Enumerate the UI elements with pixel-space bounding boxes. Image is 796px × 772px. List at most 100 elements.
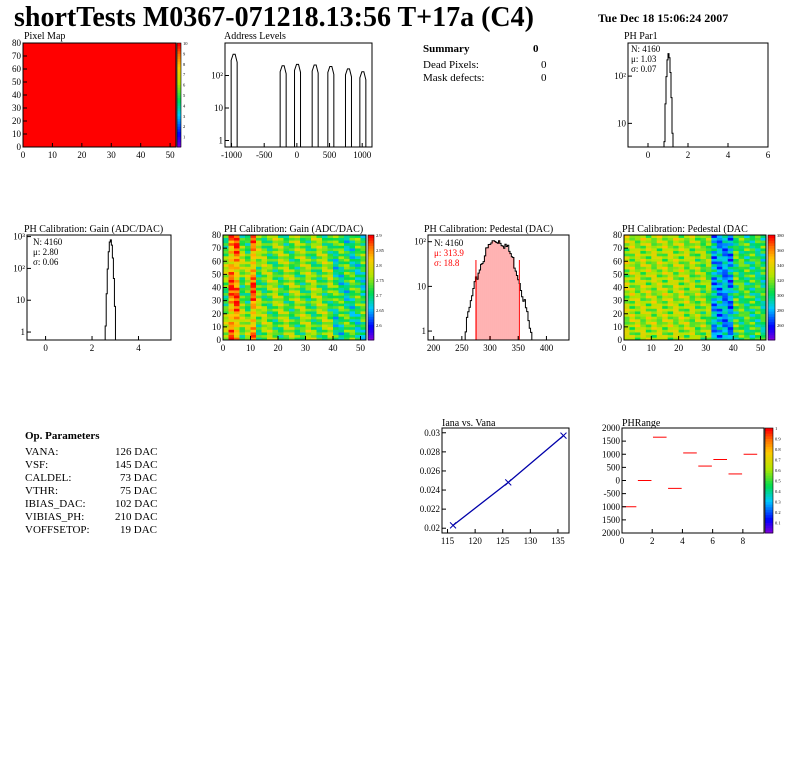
color-scale-label: 2.9 (376, 233, 382, 238)
heatmap-cell (228, 295, 235, 299)
heatmap-cell (338, 295, 345, 299)
heatmap-cell (278, 266, 284, 270)
heatmap-cell (673, 248, 679, 252)
heatmap-cell (662, 295, 668, 299)
heatmap-cell (355, 261, 361, 265)
color-scale-cell (368, 240, 374, 244)
heatmap-cell (223, 300, 229, 304)
heatmap-cell (234, 248, 240, 252)
heatmap-cell (651, 248, 658, 252)
heatmap-cell (716, 308, 723, 312)
iana-vana-point (449, 522, 457, 529)
heatmap-cell (289, 292, 295, 296)
color-scale-cell (765, 527, 773, 531)
x-tick-label: 120 (468, 536, 482, 546)
heatmap-cell (223, 319, 229, 322)
x-tick-label: 0 (221, 343, 226, 353)
heatmap-cell (256, 321, 262, 325)
heatmap-cell (300, 319, 306, 322)
heatmap-cell (733, 287, 739, 291)
heatmap-cell (755, 298, 761, 301)
color-scale-cell (765, 475, 773, 479)
heatmap-cell (245, 298, 251, 301)
heatmap-cell (327, 321, 334, 325)
color-scale-cell (768, 316, 775, 320)
color-scale-cell (368, 295, 374, 299)
heatmap-cell (738, 284, 745, 288)
heatmap-cell (250, 266, 257, 270)
heatmap-cell (716, 242, 723, 246)
heatmap-cell (305, 237, 312, 241)
color-scale-label: 9 (183, 51, 186, 56)
heatmap-cell (695, 319, 701, 322)
heatmap-cell (234, 305, 240, 309)
heatmap-cell (360, 261, 367, 265)
heatmap-cell (727, 253, 734, 257)
heatmap-cell (716, 311, 723, 315)
heatmap-cell (333, 292, 339, 296)
heatmap-cell (684, 240, 690, 244)
heatmap-cell (278, 235, 284, 238)
y-tick-label: 10 (16, 295, 26, 305)
y-tick-label: 2000 (602, 423, 621, 433)
heatmap-cell (333, 256, 339, 259)
heatmap-cell (684, 245, 690, 249)
color-scale-cell (768, 300, 775, 304)
color-scale-cell (368, 287, 374, 291)
heatmap-cell (355, 316, 361, 320)
heatmap-cell (245, 284, 251, 288)
y-tick-label: 0.03 (424, 428, 440, 438)
heatmap-cell (294, 305, 301, 309)
heatmap-cell (338, 292, 345, 296)
heatmap-cell (267, 324, 273, 328)
heatmap-cell (360, 305, 367, 309)
heatmap-cell (716, 298, 723, 301)
heatmap-cell (645, 263, 652, 267)
color-scale-cell (368, 305, 374, 309)
color-scale-cell (177, 69, 181, 73)
heatmap-cell (250, 300, 257, 304)
heatmap-cell (316, 284, 323, 288)
heatmap-cell (667, 258, 674, 262)
heatmap-cell (624, 329, 630, 333)
heatmap-cell (662, 282, 668, 286)
heatmap-cell (667, 326, 674, 330)
heatmap-cell (311, 256, 317, 259)
heatmap-cell (629, 316, 636, 320)
op-param-label: VTHR: (25, 485, 58, 497)
x-tick-label: 40 (729, 343, 739, 353)
heatmap-cell (656, 245, 663, 249)
heatmap-cell (760, 274, 767, 278)
heatmap-cell (267, 284, 273, 288)
heatmap-cell (744, 256, 750, 259)
heatmap-cell (344, 311, 350, 315)
heatmap-cell (722, 329, 729, 333)
heatmap-cell (695, 287, 701, 291)
heatmap-cell (662, 250, 668, 254)
heatmap-cell (327, 300, 334, 304)
heatmap-cell (267, 300, 273, 304)
heatmap-cell (700, 321, 707, 325)
heatmap-cell (250, 250, 257, 254)
heatmap-cell (629, 321, 636, 325)
heatmap-cell (744, 277, 750, 280)
heatmap-cell (656, 263, 663, 267)
heatmap-cell (662, 274, 668, 278)
heatmap-cell (294, 261, 301, 265)
heatmap-cell (667, 284, 674, 288)
heatmap-cell (727, 240, 734, 244)
heatmap-cell (738, 332, 745, 336)
heatmap-cell (333, 258, 339, 262)
heatmap-cell (744, 337, 750, 341)
heatmap-cell (360, 337, 367, 341)
heatmap-cell (689, 263, 696, 267)
color-scale-cell (368, 263, 374, 267)
heatmap-cell (261, 282, 268, 286)
heatmap-cell (727, 263, 734, 267)
heatmap-cell (250, 237, 257, 241)
heatmap-cell (245, 324, 251, 328)
heatmap-cell (234, 334, 240, 338)
heatmap-cell (738, 253, 745, 257)
heatmap-cell (223, 277, 229, 280)
heatmap-cell (289, 237, 295, 241)
